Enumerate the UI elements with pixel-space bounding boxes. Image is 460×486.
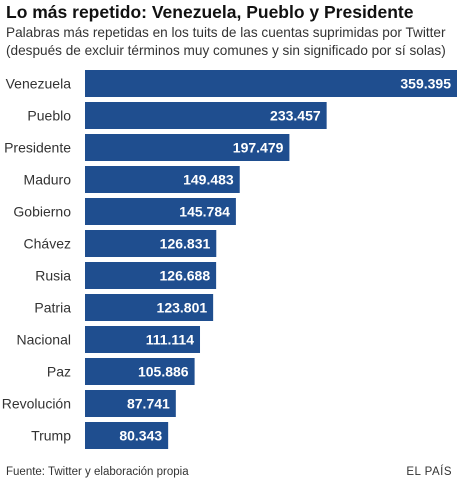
category-label: Chávez (24, 236, 71, 252)
bar (85, 358, 195, 385)
subtitle-line-1: Palabras más repetidas en los tuits de l… (6, 25, 446, 40)
source-note: Fuente: Twitter y elaboración propia (6, 466, 189, 478)
brand-logo: EL PAÍS (406, 466, 452, 478)
category-label: Pueblo (27, 108, 71, 124)
value-label: 197.479 (233, 140, 284, 156)
category-label: Gobierno (13, 204, 71, 220)
bar (85, 326, 201, 353)
value-label: 105.886 (138, 364, 189, 380)
value-label: 233.457 (270, 108, 321, 124)
value-label: 359.395 (400, 76, 451, 92)
category-label: Trump (31, 428, 71, 444)
value-label: 80.343 (119, 428, 162, 444)
category-label: Venezuela (6, 76, 72, 92)
value-label: 87.741 (127, 396, 170, 412)
value-label: 126.831 (160, 236, 211, 252)
bar (85, 230, 217, 257)
bar (85, 422, 169, 449)
category-label: Revolución (2, 396, 71, 412)
value-label: 126.688 (160, 268, 211, 284)
category-label: Maduro (24, 172, 72, 188)
bar (85, 390, 176, 417)
value-label: 149.483 (183, 172, 234, 188)
category-label: Presidente (4, 140, 71, 156)
bar (85, 294, 214, 321)
bar (85, 166, 240, 193)
subtitle-line-2: (después de excluir términos muy comunes… (6, 43, 446, 58)
chart-subtitle: Palabras más repetidas en los tuits de l… (6, 24, 458, 60)
bar (85, 198, 236, 225)
bar (85, 70, 457, 97)
category-label: Rusia (35, 268, 71, 284)
chart-title: Lo más repetido: Venezuela, Pueblo y Pre… (6, 2, 414, 22)
category-label: Paz (47, 364, 71, 380)
category-label: Nacional (17, 332, 71, 348)
value-label: 145.784 (179, 204, 230, 220)
bar (85, 134, 290, 161)
bar (85, 102, 327, 129)
category-label: Patria (34, 300, 71, 316)
value-label: 111.114 (146, 332, 195, 348)
bar (85, 262, 217, 289)
value-label: 123.801 (157, 300, 208, 316)
